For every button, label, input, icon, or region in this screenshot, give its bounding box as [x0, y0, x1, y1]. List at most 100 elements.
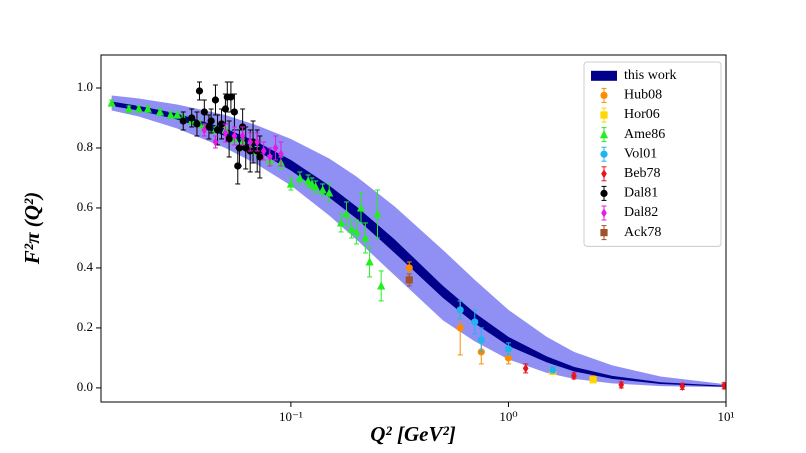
point — [618, 380, 625, 390]
error-point — [318, 183, 327, 197]
point — [347, 224, 356, 233]
point — [225, 135, 233, 143]
y-tick-label: 0.4 — [77, 259, 94, 274]
error-point — [365, 246, 374, 278]
point — [247, 137, 253, 147]
point — [213, 126, 222, 134]
legend-label: Hub08 — [624, 88, 662, 103]
point — [522, 363, 529, 374]
x-tick-label: 10⁰ — [499, 409, 517, 424]
point — [456, 306, 464, 314]
point — [188, 114, 196, 122]
point — [471, 318, 479, 326]
legend-label: this work — [624, 68, 677, 83]
y-tick-label: 0.0 — [77, 379, 93, 394]
error-point — [239, 126, 246, 146]
legend-marker — [600, 229, 608, 237]
y-tick-label: 1.0 — [77, 79, 93, 94]
point — [260, 146, 267, 156]
error-point — [347, 219, 356, 239]
legend-marker — [600, 111, 608, 119]
point — [405, 276, 413, 284]
point — [211, 96, 220, 104]
error-point — [212, 135, 219, 149]
point — [195, 87, 204, 95]
error-point — [477, 327, 485, 353]
error-point — [166, 110, 175, 119]
point — [361, 233, 370, 242]
error-point — [295, 171, 305, 185]
error-point — [373, 189, 382, 239]
error-point — [134, 104, 143, 113]
legend-marker — [599, 130, 609, 139]
point — [107, 98, 116, 107]
point — [207, 117, 215, 125]
legend-label: Dal82 — [624, 205, 658, 220]
error-point — [471, 309, 479, 335]
error-point — [286, 177, 295, 191]
point — [278, 149, 284, 159]
legend-label: Ack78 — [624, 225, 661, 240]
error-point — [405, 273, 413, 287]
x-tick-label: 10¹ — [718, 409, 735, 424]
point — [405, 264, 413, 272]
error-point — [361, 222, 370, 254]
band-outer — [111, 95, 726, 388]
error-point — [272, 135, 279, 161]
point — [267, 152, 273, 162]
point — [239, 131, 246, 141]
error-point — [124, 104, 133, 113]
error-point — [179, 111, 187, 131]
point — [179, 117, 187, 125]
point — [373, 209, 382, 218]
point — [295, 173, 305, 182]
y-tick-label: 0.8 — [77, 139, 93, 154]
error-point — [260, 141, 267, 161]
point — [549, 366, 557, 374]
point — [365, 257, 374, 266]
error-point — [618, 380, 625, 390]
error-point — [235, 129, 244, 167]
point — [166, 110, 175, 119]
point — [311, 182, 320, 191]
point — [201, 125, 208, 135]
legend-label: Ame86 — [624, 127, 665, 142]
point — [352, 227, 361, 236]
plot-area — [107, 81, 726, 392]
error-point — [342, 201, 351, 227]
error-point — [230, 93, 239, 131]
point — [477, 336, 485, 344]
point — [304, 176, 313, 185]
error-point — [267, 147, 273, 167]
point — [222, 128, 229, 138]
point — [571, 371, 577, 381]
error-point — [589, 376, 597, 384]
error-point — [231, 126, 238, 146]
point — [235, 144, 244, 152]
error-point — [143, 104, 152, 113]
error-point — [325, 183, 334, 203]
point — [193, 120, 201, 128]
point — [286, 179, 295, 188]
point — [124, 104, 133, 113]
legend-label: Vol01 — [624, 146, 657, 161]
point — [256, 153, 264, 161]
error-point — [207, 108, 215, 134]
error-point — [195, 81, 204, 101]
error-point — [522, 363, 529, 374]
error-point — [225, 120, 233, 158]
error-point — [311, 180, 320, 194]
point — [356, 203, 366, 212]
x-axis-label: Q² [GeV²] — [370, 422, 456, 446]
y-tick-label: 0.2 — [77, 319, 93, 334]
legend: this work Hub08 Hor06 Ame86 Vol01 Beb78 Dal81 D… — [583, 61, 722, 247]
legend-marker — [601, 169, 607, 179]
point — [377, 281, 386, 290]
point — [504, 354, 513, 362]
error-point — [504, 342, 513, 356]
error-point — [193, 111, 201, 137]
error-point — [679, 381, 686, 392]
point — [318, 185, 327, 194]
error-point — [188, 108, 196, 128]
